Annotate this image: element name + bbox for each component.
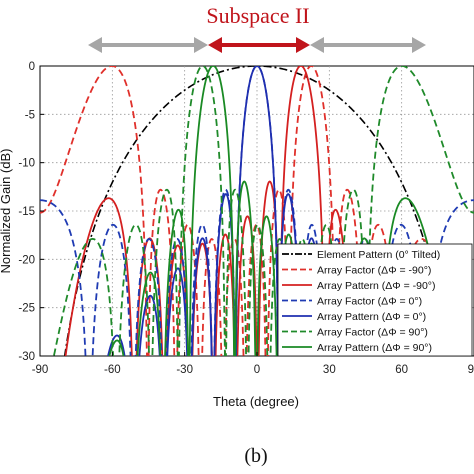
left-range-arrow-head-right [194,37,208,53]
x-axis-label: Theta (degree) [213,394,299,409]
figure-caption: (b) [244,445,267,467]
legend-label-4: Array Pattern (ΔΦ = 0°) [317,311,426,323]
legend-label-5: Array Factor (ΔΦ = 90°) [317,327,428,339]
x-tick-label: -90 [32,364,49,376]
series-line-5 [52,66,474,356]
legend-label-6: Array Pattern (ΔΦ = 90°) [317,342,432,354]
series-line-3 [40,66,474,356]
y-tick-label: 0 [29,61,35,73]
axis-ticks: -90 -60 -30 0 30 60 90 0 -5 -10 -15 -20 -25 -30 [18,61,474,376]
series-line-6 [108,66,450,356]
x-tick-label: 30 [323,364,336,376]
grid [40,66,474,356]
x-tick-label: -30 [176,364,193,376]
legend-label-1: Array Factor (ΔΦ = -90°) [317,265,431,277]
subspace-arrows [88,37,426,53]
y-tick-label: -15 [18,206,35,218]
right-range-arrow-head-left [310,37,324,53]
y-tick-label: -30 [18,351,35,363]
x-tick-label: 60 [395,364,408,376]
left-range-arrow-head-left [88,37,102,53]
y-tick-label: -10 [18,158,35,170]
series-line-0 [63,66,451,356]
legend-label-0: Element Pattern (0° Tilted) [317,249,440,261]
y-tick-label: -20 [18,254,35,266]
x-tick-label: 90 [468,364,474,376]
x-tick-label: -60 [104,364,121,376]
y-tick-label: -5 [25,109,35,121]
legend-label-3: Array Factor (ΔΦ = 0°) [317,296,422,308]
legend-label-2: Array Pattern (ΔΦ = -90°) [317,280,436,292]
y-tick-label: -25 [18,303,35,315]
x-tick-label: 0 [254,364,260,376]
center-range-arrow-head-left [208,37,222,53]
center-range-arrow-head-right [296,37,310,53]
subspace-label: Subspace II [206,3,309,28]
legend: Element Pattern (0° Tilted) Array Factor … [277,243,473,357]
right-range-arrow-head-right [412,37,426,53]
y-axis-label: Normalized Gain (dB) [0,149,13,274]
